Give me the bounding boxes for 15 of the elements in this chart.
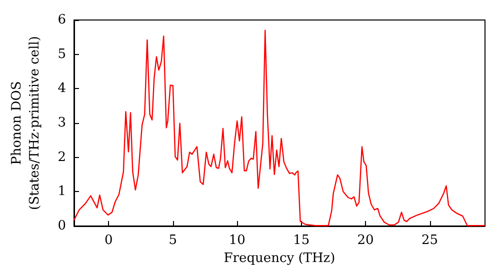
y-tick-label: 6 [58, 12, 66, 28]
y-tick-label: 1 [58, 184, 66, 200]
y-axis-title: Phonon DOS (States/THz·primitive cell) [10, 36, 42, 210]
y-tick-label: 3 [58, 116, 66, 130]
x-tick-label: 10 [228, 233, 246, 248]
y-tick-label: 0 [58, 218, 66, 234]
x-tick-label: 15 [293, 233, 310, 248]
y-tick-label: 5 [58, 46, 66, 62]
x-axis-title: Frequency (THz) [224, 251, 336, 266]
y-tick-label: 2 [58, 150, 66, 165]
x-tick-label: 0 [104, 233, 113, 248]
y-tick-label: 4 [58, 81, 66, 96]
x-tick-label: 20 [357, 233, 374, 248]
x-tick-label: 25 [422, 233, 438, 248]
x-tick-label: 5 [168, 233, 178, 248]
